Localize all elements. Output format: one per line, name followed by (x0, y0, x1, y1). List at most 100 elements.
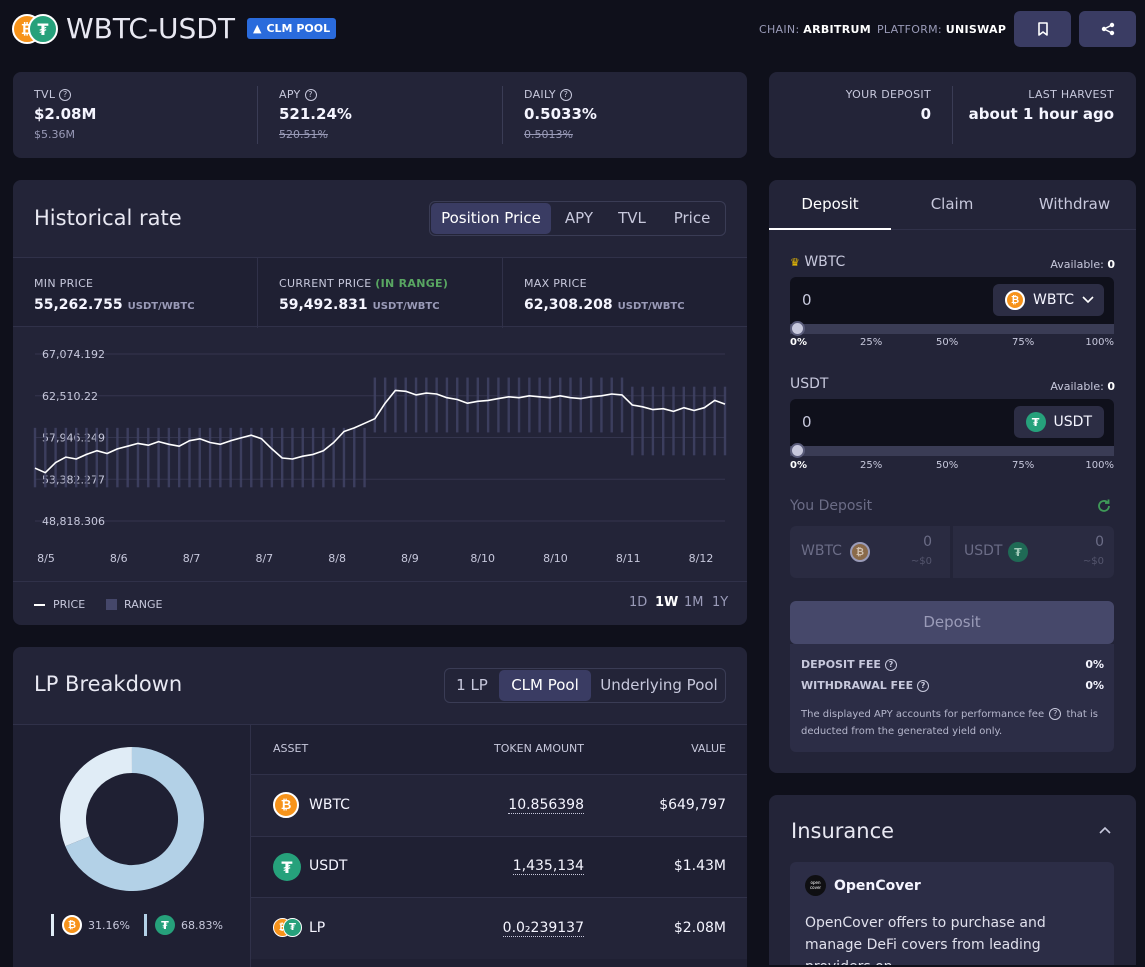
you-usdt-amount: 0 (1095, 534, 1104, 550)
slider-mark[interactable]: 0% (790, 460, 807, 471)
tab-tvl[interactable]: TVL (618, 209, 646, 227)
wbtc-available: Available: 0 (1050, 258, 1115, 271)
current-price-unit: USDT/WBTC (372, 301, 440, 312)
range-bar (208, 427, 212, 488)
chevron-up-icon[interactable] (1099, 826, 1111, 834)
table-row: ₿ WBTC 10.856398 $649,797 (251, 774, 747, 836)
your-deposit-value: 0 (920, 105, 931, 123)
deposit-button[interactable]: Deposit (790, 601, 1114, 644)
range-bar (662, 386, 665, 456)
slider-mark[interactable]: 25% (860, 460, 883, 471)
range-bar (239, 427, 243, 488)
asset-value: $649,797 (659, 797, 726, 813)
deposit-panel-tabs: Deposit Claim Withdraw (769, 180, 1136, 230)
min-price-value: 55,262.755 (34, 297, 123, 313)
usdt-token-label: USDT (1053, 414, 1092, 430)
period-1m[interactable]: 1M (684, 595, 704, 610)
range-bar (157, 427, 160, 488)
lp-donut-chart (60, 747, 204, 891)
legend-range-swatch (106, 599, 117, 610)
range-bar (723, 386, 727, 456)
slider-mark[interactable]: 0% (790, 337, 807, 348)
help-icon[interactable]: ? (59, 89, 72, 101)
range-bar (651, 386, 655, 456)
col-asset-header: ASSET (273, 742, 309, 755)
provider-name: OpenCover (834, 878, 921, 894)
platform-info: PLATFORM: UNISWAP (877, 23, 1006, 36)
token-amount[interactable]: 10.856398 (508, 797, 584, 814)
x-tick-label: 8/5 (37, 552, 55, 565)
range-bar (425, 377, 428, 433)
slider-mark[interactable]: 75% (1012, 460, 1035, 471)
slider-mark[interactable]: 50% (936, 460, 959, 471)
bookmark-button[interactable] (1014, 11, 1071, 47)
slider-mark[interactable]: 75% (1012, 337, 1035, 348)
donut-legend: ₿ 31.16% ₮ 68.83% (51, 914, 223, 936)
you-deposit-label: You Deposit (790, 498, 873, 514)
wbtc-amount-input[interactable]: 0 ₿ WBTC (790, 277, 1114, 324)
tab-price[interactable]: Price (673, 209, 711, 227)
tab-1-lp[interactable]: 1 LP (456, 676, 488, 694)
divider (257, 86, 258, 144)
page-title: WBTC-USDT (66, 12, 235, 45)
wbtc-slider[interactable] (790, 321, 1114, 336)
help-icon[interactable]: ? (1049, 708, 1062, 720)
tab-withdraw[interactable]: Withdraw (1038, 195, 1111, 213)
range-bar (713, 386, 716, 456)
help-icon[interactable]: ? (304, 89, 317, 101)
tab-apy[interactable]: APY (564, 209, 594, 227)
current-price: CURRENT PRICE (IN RANGE) 59,492.831 USDT… (279, 277, 448, 313)
wbtc-icon: ₿ (1005, 290, 1026, 310)
wbtc-icon: ₿ (62, 915, 82, 935)
range-bar (54, 427, 57, 488)
daily-label: DAILY (524, 88, 556, 101)
legend-range: RANGE (106, 598, 162, 611)
share-button[interactable] (1079, 11, 1136, 47)
range-bar (116, 427, 119, 488)
wbtc-token-select[interactable]: ₿ WBTC (993, 284, 1104, 316)
period-1w[interactable]: 1W (655, 595, 679, 610)
divider (502, 86, 503, 144)
wbtc-small-icon: ♛ (790, 256, 800, 269)
usdt-amount-input[interactable]: 0 ₮ USDT (790, 399, 1114, 446)
range-bar (569, 377, 572, 433)
tab-underlying-pool[interactable]: Underlying Pool (600, 676, 718, 694)
range-bar (507, 377, 510, 433)
tab-claim[interactable]: Claim (930, 195, 974, 213)
tab-deposit[interactable]: Deposit (769, 180, 891, 230)
opencover-box[interactable]: open cover OpenCover OpenCover offers to… (790, 862, 1114, 965)
slider-thumb[interactable] (790, 443, 805, 458)
legend-bar (51, 914, 54, 936)
token-amount[interactable]: 0.0₂239137 (502, 920, 584, 937)
help-icon[interactable]: ? (917, 680, 930, 692)
slider-mark[interactable]: 25% (860, 337, 883, 348)
period-1d[interactable]: 1D (629, 595, 648, 610)
lp-breakdown-card: LP Breakdown 1 LP CLM Pool Underlying Po… (13, 647, 747, 967)
slider-thumb[interactable] (790, 321, 805, 336)
tab-clm-pool[interactable]: CLM Pool (499, 670, 591, 701)
x-tick-label: 8/12 (689, 552, 714, 565)
daily-value: 0.5033% (524, 105, 597, 123)
slider-mark[interactable]: 100% (1085, 460, 1114, 471)
wbtc-token-label: WBTC (1033, 292, 1074, 308)
slider-mark[interactable]: 50% (936, 337, 959, 348)
range-bar (589, 377, 593, 433)
tab-position-price[interactable]: Position Price (431, 203, 551, 234)
badge-label: CLM POOL (266, 22, 331, 35)
slider-mark[interactable]: 100% (1085, 337, 1114, 348)
refresh-icon[interactable] (1096, 498, 1112, 514)
range-bar (600, 377, 603, 433)
usdt-slider[interactable] (790, 443, 1114, 458)
lp-title: LP Breakdown (34, 672, 183, 696)
help-icon[interactable]: ? (884, 659, 897, 671)
platform-value: UNISWAP (945, 23, 1007, 36)
chain-info: CHAIN: ARBITRUM (759, 23, 871, 36)
legend-wbtc-pct: 31.16% (88, 918, 130, 932)
help-icon[interactable]: ? (559, 89, 572, 101)
range-bar (641, 386, 644, 456)
range-bar (476, 377, 480, 433)
token-amount[interactable]: 1,435,134 (512, 858, 584, 875)
period-1y[interactable]: 1Y (712, 595, 729, 610)
range-bar (311, 427, 315, 488)
y-tick-label: 53,382.277 (42, 473, 105, 486)
